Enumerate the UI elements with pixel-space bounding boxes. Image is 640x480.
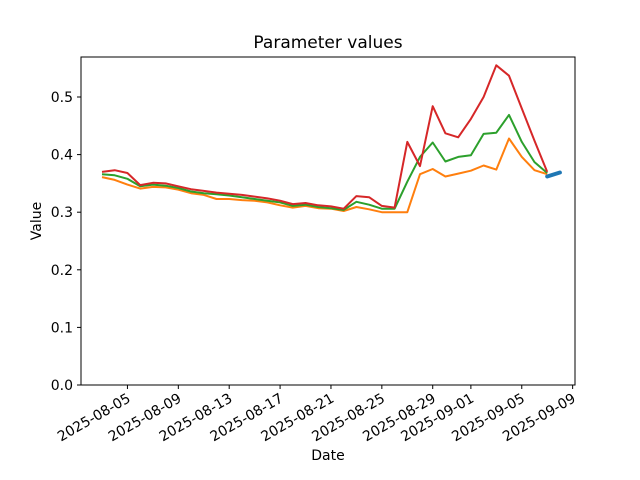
chart-title: Parameter values xyxy=(253,33,403,53)
y-tick-label: 0.5 xyxy=(51,90,73,106)
y-tick-label: 0.2 xyxy=(51,263,73,279)
y-tick-label: 0.3 xyxy=(51,205,73,221)
series-line-green xyxy=(101,113,548,211)
y-tick-label: 0.1 xyxy=(51,320,73,336)
y-tick-label: 0.4 xyxy=(51,148,73,164)
series-line-blue-endpoint xyxy=(545,170,562,179)
y-tick-label: 0.0 xyxy=(51,378,73,394)
series-line-red xyxy=(101,64,549,210)
series-line-orange xyxy=(101,137,548,214)
axes-frame xyxy=(80,56,576,386)
x-axis-label: Date xyxy=(311,448,345,464)
